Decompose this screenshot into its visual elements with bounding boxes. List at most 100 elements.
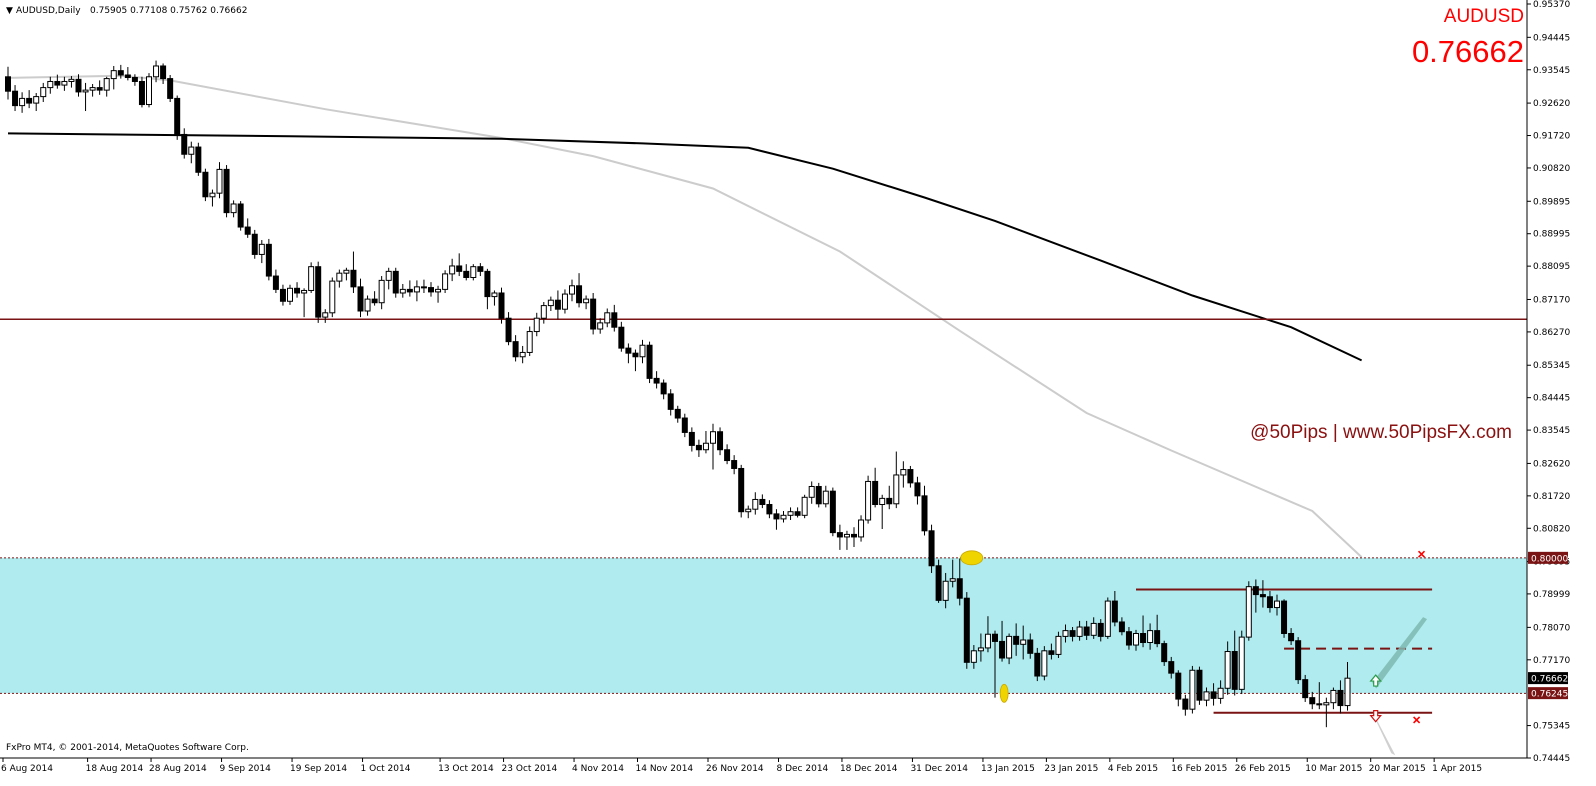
y-tick-label: 0.78999 [1533, 590, 1570, 600]
y-tick-label: 0.86270 [1533, 328, 1570, 338]
candle [153, 60, 160, 83]
x-tick-label: 20 Mar 2015 [1369, 764, 1426, 774]
candle-body-bear [674, 408, 681, 419]
candle [1097, 619, 1104, 642]
candle [230, 200, 237, 218]
candle-body-bear [477, 266, 484, 272]
candle [68, 76, 75, 88]
candle-body-bear [1196, 669, 1203, 701]
candle [350, 251, 357, 293]
candle-body-bull [308, 266, 315, 291]
candle-body-bear [717, 431, 724, 451]
candle [956, 558, 963, 606]
x-tick-label: 16 Feb 2015 [1171, 764, 1227, 774]
candle-body-bear [928, 530, 935, 567]
candle [900, 461, 907, 488]
candle-body-bull [1041, 650, 1048, 677]
x-tick-label: 18 Dec 2014 [840, 764, 898, 774]
candle-body-bear [498, 292, 505, 319]
candle [738, 464, 745, 518]
candle-body-bear [576, 285, 583, 304]
candle-body-bear [160, 65, 167, 80]
candle-body-bear [26, 97, 33, 104]
candle-body-bull [569, 285, 575, 295]
candle [75, 74, 82, 97]
candle-body-bear [505, 317, 512, 343]
y-tick-label: 0.88995 [1533, 230, 1570, 240]
x-tick-label: 1 Apr 2015 [1432, 764, 1482, 774]
candle [963, 592, 970, 669]
header-ohlc: 0.75905 0.77108 0.75762 0.76662 [90, 6, 247, 16]
watermark-text: @50Pips | www.50PipsFX.com [1250, 422, 1512, 443]
candle [103, 76, 110, 97]
candle [1076, 620, 1083, 641]
candle [1217, 680, 1224, 704]
candle-body-bear [124, 74, 131, 79]
candle [209, 189, 216, 207]
candle [858, 515, 865, 542]
candle [498, 287, 505, 324]
candle-body-bear [618, 326, 625, 349]
candle [138, 76, 145, 108]
candle-body-bull [942, 580, 949, 601]
y-tick-label: 0.75345 [1533, 722, 1570, 732]
candle [244, 218, 251, 238]
candle-body-bull [435, 288, 442, 293]
candle-body-bear [202, 171, 209, 198]
candle [1302, 674, 1309, 702]
candle [893, 451, 900, 509]
candle [674, 405, 681, 423]
candle-body-bear [1302, 679, 1309, 699]
candle-body-bull [258, 243, 265, 255]
header-triangle-icon[interactable]: ▼ [6, 6, 13, 16]
candle [787, 507, 794, 520]
candle-body-bear [1125, 631, 1132, 646]
candle-body-bull [322, 312, 329, 318]
candle [1309, 691, 1316, 710]
candle [223, 165, 230, 218]
candle-body-bear [1288, 633, 1295, 642]
candle-body-bull [399, 288, 406, 294]
candle-body-bull [787, 511, 794, 516]
candle [174, 95, 181, 140]
candle-body-bear [138, 80, 145, 106]
badge-current: 0.76662 [1528, 672, 1568, 685]
candle [667, 389, 674, 416]
candle-body-bear [681, 417, 688, 433]
candle [745, 505, 752, 519]
arrow-down-icon [1369, 710, 1382, 723]
candle [632, 349, 639, 372]
candle-body-bull [103, 78, 110, 91]
candle-body-bull [146, 76, 152, 106]
candle-body-bull [449, 265, 456, 275]
y-tick-label: 0.94445 [1533, 33, 1570, 43]
candle [456, 253, 463, 277]
candle-body-bull [702, 442, 709, 451]
candle [590, 292, 597, 335]
candle [576, 273, 583, 308]
candle-body-bear [1168, 661, 1175, 674]
projection-0 [1372, 617, 1428, 689]
candle [19, 92, 26, 113]
candle-body-bear [181, 133, 188, 155]
candle [935, 559, 942, 603]
candle-body-bull [82, 89, 89, 93]
candle [829, 487, 836, 537]
candle-body-bull [470, 266, 477, 278]
candle-body-bull [710, 431, 716, 444]
candle [385, 267, 392, 290]
candle-body-bear [244, 226, 251, 235]
candle [279, 284, 286, 306]
candle-body-bull [780, 514, 787, 520]
candle [526, 326, 533, 357]
x-tick-label: 23 Oct 2014 [502, 764, 558, 774]
candle-body-bear [829, 490, 836, 534]
candle-body-bull [153, 65, 160, 78]
projection-1 [1372, 712, 1396, 756]
candle [1168, 656, 1175, 679]
candle-body-bear [660, 382, 667, 395]
candle-body-bull [40, 87, 47, 98]
candle-body-bull [68, 78, 75, 82]
